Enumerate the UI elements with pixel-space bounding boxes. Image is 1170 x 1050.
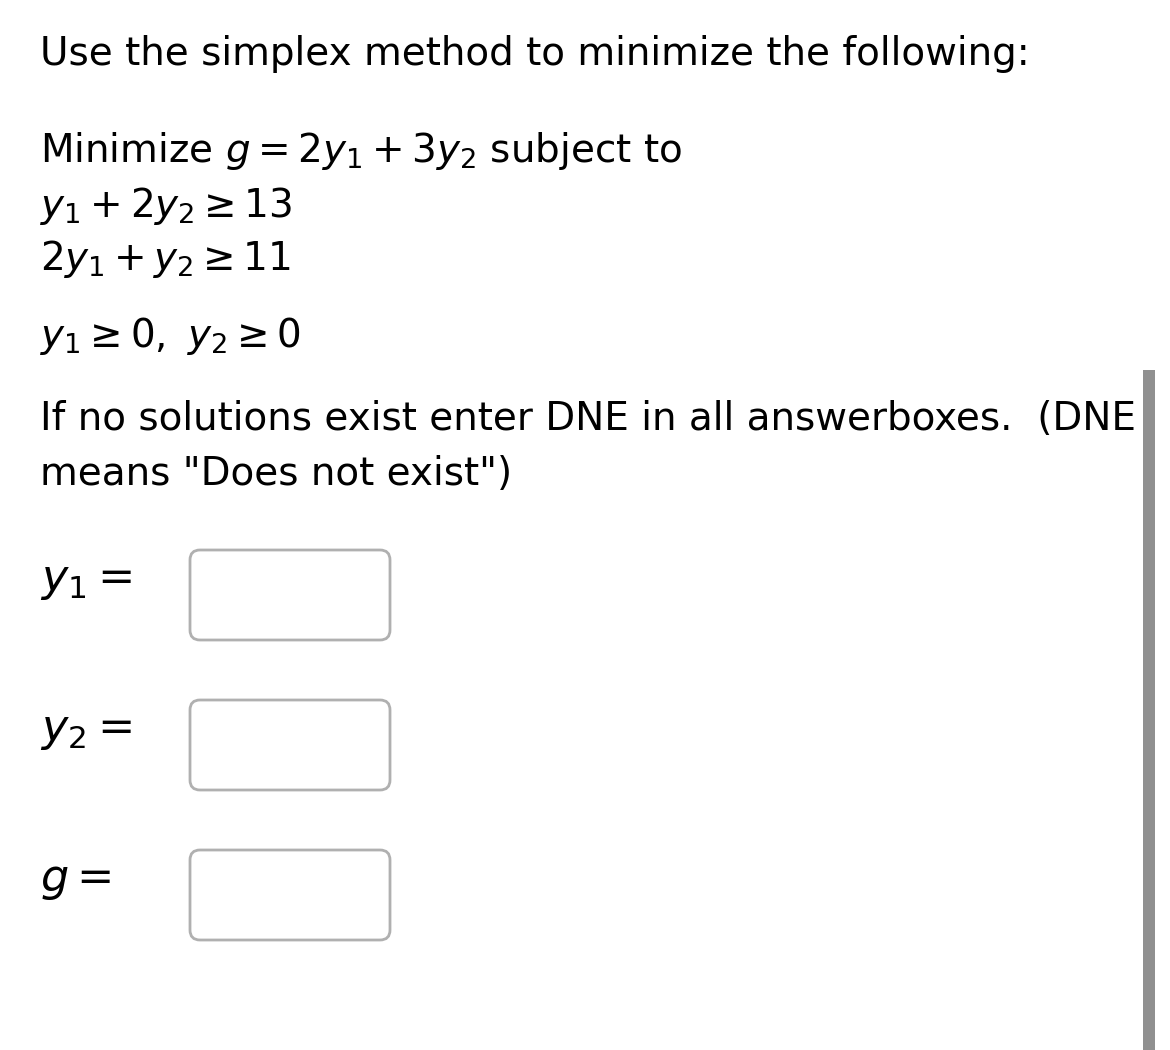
FancyBboxPatch shape bbox=[190, 550, 390, 640]
Text: Use the simplex method to minimize the following:: Use the simplex method to minimize the f… bbox=[40, 35, 1030, 74]
Text: $g =$: $g =$ bbox=[40, 859, 111, 902]
Text: $y_2 =$: $y_2 =$ bbox=[40, 709, 132, 752]
FancyBboxPatch shape bbox=[190, 850, 390, 940]
FancyBboxPatch shape bbox=[190, 700, 390, 790]
Text: If no solutions exist enter DNE in all answerboxes.  (DNE: If no solutions exist enter DNE in all a… bbox=[40, 400, 1136, 438]
Text: $y_1 =$: $y_1 =$ bbox=[40, 559, 132, 602]
Text: $y_1 \geq 0,\ y_2 \geq 0$: $y_1 \geq 0,\ y_2 \geq 0$ bbox=[40, 315, 301, 357]
Text: $2y_1 + y_2 \geq 11$: $2y_1 + y_2 \geq 11$ bbox=[40, 238, 291, 280]
Text: Minimize $g = 2y_1 + 3y_2$ subject to: Minimize $g = 2y_1 + 3y_2$ subject to bbox=[40, 130, 682, 172]
Text: means "Does not exist"): means "Does not exist") bbox=[40, 455, 512, 493]
Text: $y_1 + 2y_2 \geq 13$: $y_1 + 2y_2 \geq 13$ bbox=[40, 185, 292, 227]
Bar bbox=[1143, 370, 1155, 1050]
